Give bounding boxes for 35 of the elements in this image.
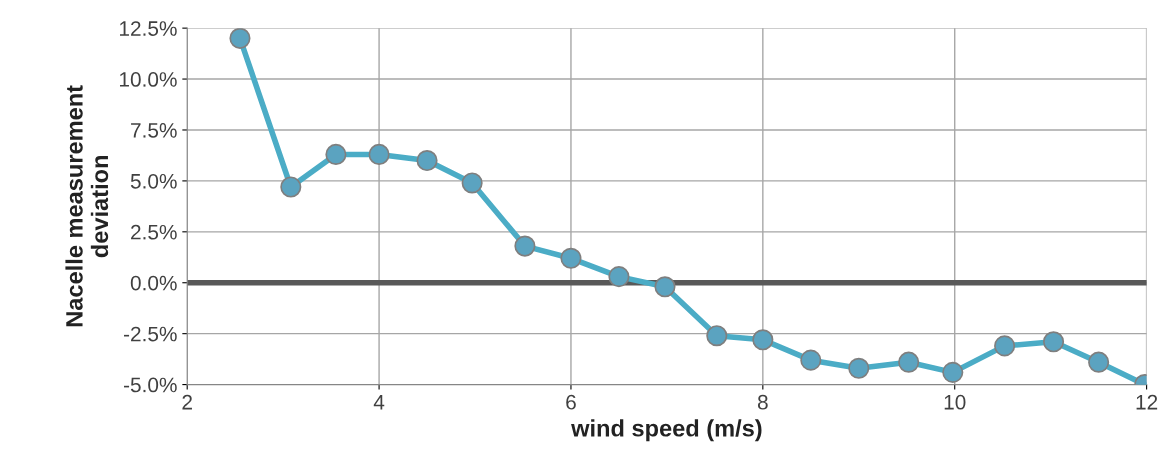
point	[560, 247, 582, 269]
point	[608, 266, 630, 288]
x-axis-title: wind speed (m/s)	[571, 419, 762, 442]
y-tick-label: 5.0%	[130, 173, 177, 189]
point	[752, 329, 774, 351]
point	[1042, 331, 1065, 353]
point	[461, 172, 483, 194]
point	[942, 361, 964, 383]
x-tick-label: 12	[1136, 394, 1158, 410]
x-tick-label: 6	[566, 394, 576, 410]
point	[706, 325, 728, 347]
point	[800, 349, 822, 371]
point	[1088, 351, 1110, 373]
x-tick-label: 2	[182, 394, 192, 410]
x-tick-label: 8	[757, 394, 768, 410]
y-tick-label: 2.5%	[131, 224, 177, 240]
point	[848, 357, 870, 379]
point	[654, 276, 676, 298]
y-tick-label: 10.0%	[120, 72, 177, 87]
point	[368, 143, 390, 165]
y-tick-label: -5.0%	[123, 377, 177, 393]
point	[416, 149, 438, 172]
point	[514, 235, 536, 257]
y-tick-label: 0.0%	[130, 275, 177, 291]
point	[994, 335, 1016, 357]
y-tick-label: -2.5%	[123, 326, 177, 342]
y-axis-title: Nacelle measurement deviation	[65, 85, 109, 327]
x-tick-label: 4	[373, 395, 385, 410]
point	[325, 143, 347, 165]
y-tick-label: 7.5%	[131, 123, 177, 138]
point	[898, 351, 920, 373]
x-tick-label: 10	[944, 394, 966, 410]
point	[280, 176, 302, 198]
y-tick-label: 12.5%	[120, 21, 177, 36]
point	[229, 28, 251, 49]
